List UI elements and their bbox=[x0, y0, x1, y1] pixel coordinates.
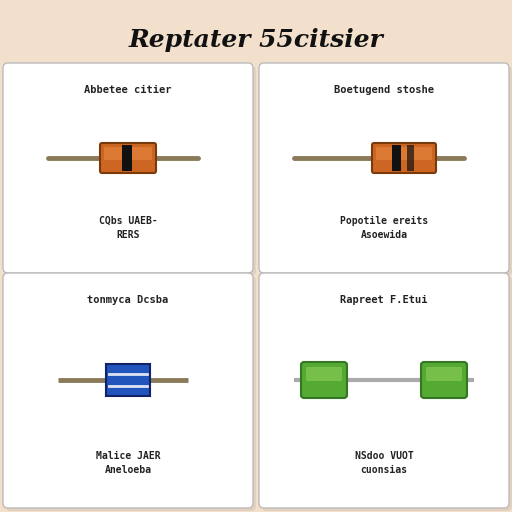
FancyBboxPatch shape bbox=[3, 63, 253, 273]
Bar bbox=[106, 364, 150, 396]
Text: Malice JAER
Aneloeba: Malice JAER Aneloeba bbox=[96, 451, 160, 475]
FancyBboxPatch shape bbox=[426, 367, 462, 381]
FancyBboxPatch shape bbox=[259, 273, 509, 508]
Text: Rapreet F.Etui: Rapreet F.Etui bbox=[340, 295, 428, 305]
Text: Reptater 55citsier: Reptater 55citsier bbox=[129, 28, 383, 52]
FancyBboxPatch shape bbox=[104, 147, 152, 160]
Text: tonmyca Dcsba: tonmyca Dcsba bbox=[88, 295, 168, 305]
FancyBboxPatch shape bbox=[262, 276, 512, 511]
FancyBboxPatch shape bbox=[100, 143, 156, 173]
FancyBboxPatch shape bbox=[376, 147, 432, 160]
FancyBboxPatch shape bbox=[259, 63, 509, 273]
FancyBboxPatch shape bbox=[6, 276, 256, 511]
Text: Boetugend stoshe: Boetugend stoshe bbox=[334, 85, 434, 95]
Text: CQbs UAEB-
RERS: CQbs UAEB- RERS bbox=[99, 216, 157, 240]
Text: Popotile ereits
Asoewida: Popotile ereits Asoewida bbox=[340, 216, 428, 240]
Bar bbox=[122, 145, 132, 171]
FancyBboxPatch shape bbox=[262, 66, 512, 276]
FancyBboxPatch shape bbox=[6, 66, 256, 276]
FancyBboxPatch shape bbox=[306, 367, 342, 381]
Bar bbox=[407, 145, 414, 171]
FancyBboxPatch shape bbox=[301, 362, 347, 398]
FancyBboxPatch shape bbox=[421, 362, 467, 398]
FancyBboxPatch shape bbox=[372, 143, 436, 173]
FancyBboxPatch shape bbox=[3, 273, 253, 508]
Text: NSdoo VUOT
cuonsias: NSdoo VUOT cuonsias bbox=[355, 451, 413, 475]
Bar bbox=[392, 145, 401, 171]
Text: Abbetee citier: Abbetee citier bbox=[84, 85, 172, 95]
